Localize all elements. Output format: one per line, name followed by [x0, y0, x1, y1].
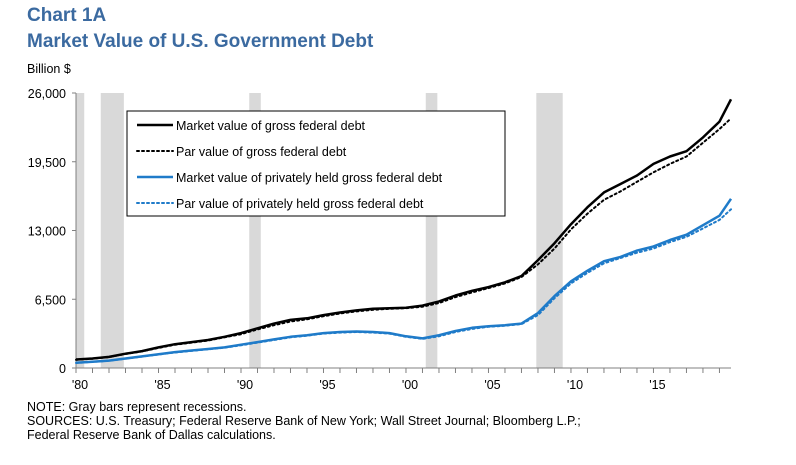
recession-bar — [76, 93, 85, 368]
x-tick-label: '15 — [649, 378, 665, 392]
legend-label-3: Par value of privately held gross federa… — [176, 197, 424, 211]
chart-title: Market Value of U.S. Government Debt — [27, 31, 374, 52]
note-text: NOTE: Gray bars represent recessions. — [27, 400, 247, 414]
axes: 0 6,500 13,000 19,500 26,000 '80 '85 '90 '95 '00 '… — [28, 87, 731, 392]
x-tick-label: '90 — [237, 378, 253, 392]
y-tick-label: 19,500 — [28, 156, 66, 170]
recession-bar — [249, 93, 261, 368]
chart-notes: NOTE: Gray bars represent recessions. SO… — [27, 400, 581, 442]
legend-box — [126, 110, 506, 217]
x-tick-label: '95 — [319, 378, 335, 392]
series-lines — [75, 98, 733, 364]
series-line-0 — [75, 98, 733, 361]
recession-bars — [76, 93, 563, 368]
series-line-3 — [75, 208, 732, 364]
y-tick-label: 0 — [59, 362, 66, 376]
legend: Market value of gross federal debt Par va… — [126, 110, 506, 217]
legend-label-2: Market value of privately held gross fed… — [176, 171, 443, 185]
x-tick-label: '10 — [567, 378, 583, 392]
sources-text-line1: SOURCES: U.S. Treasury; Federal Reserve … — [27, 414, 581, 428]
series-line-2 — [75, 198, 733, 364]
sources-text-line2: Federal Reserve Bank of Dallas calculati… — [27, 428, 276, 442]
chart-number: Chart 1A — [27, 5, 107, 26]
recession-bar — [425, 93, 438, 368]
legend-label-1: Par value of gross federal debt — [176, 145, 347, 159]
y-tick-label: 6,500 — [35, 293, 66, 307]
x-tick-label: '05 — [484, 378, 500, 392]
y-axis-unit-label: Billion $ — [27, 62, 71, 76]
x-tick-label: '00 — [402, 378, 418, 392]
y-tick-label: 26,000 — [28, 87, 66, 101]
legend-label-0: Market value of gross federal debt — [176, 119, 366, 133]
recession-bar — [100, 93, 124, 368]
x-tick-label: '80 — [72, 378, 88, 392]
recession-bar — [536, 93, 563, 368]
x-tick-label: '85 — [154, 378, 170, 392]
y-tick-label: 13,000 — [28, 225, 66, 239]
